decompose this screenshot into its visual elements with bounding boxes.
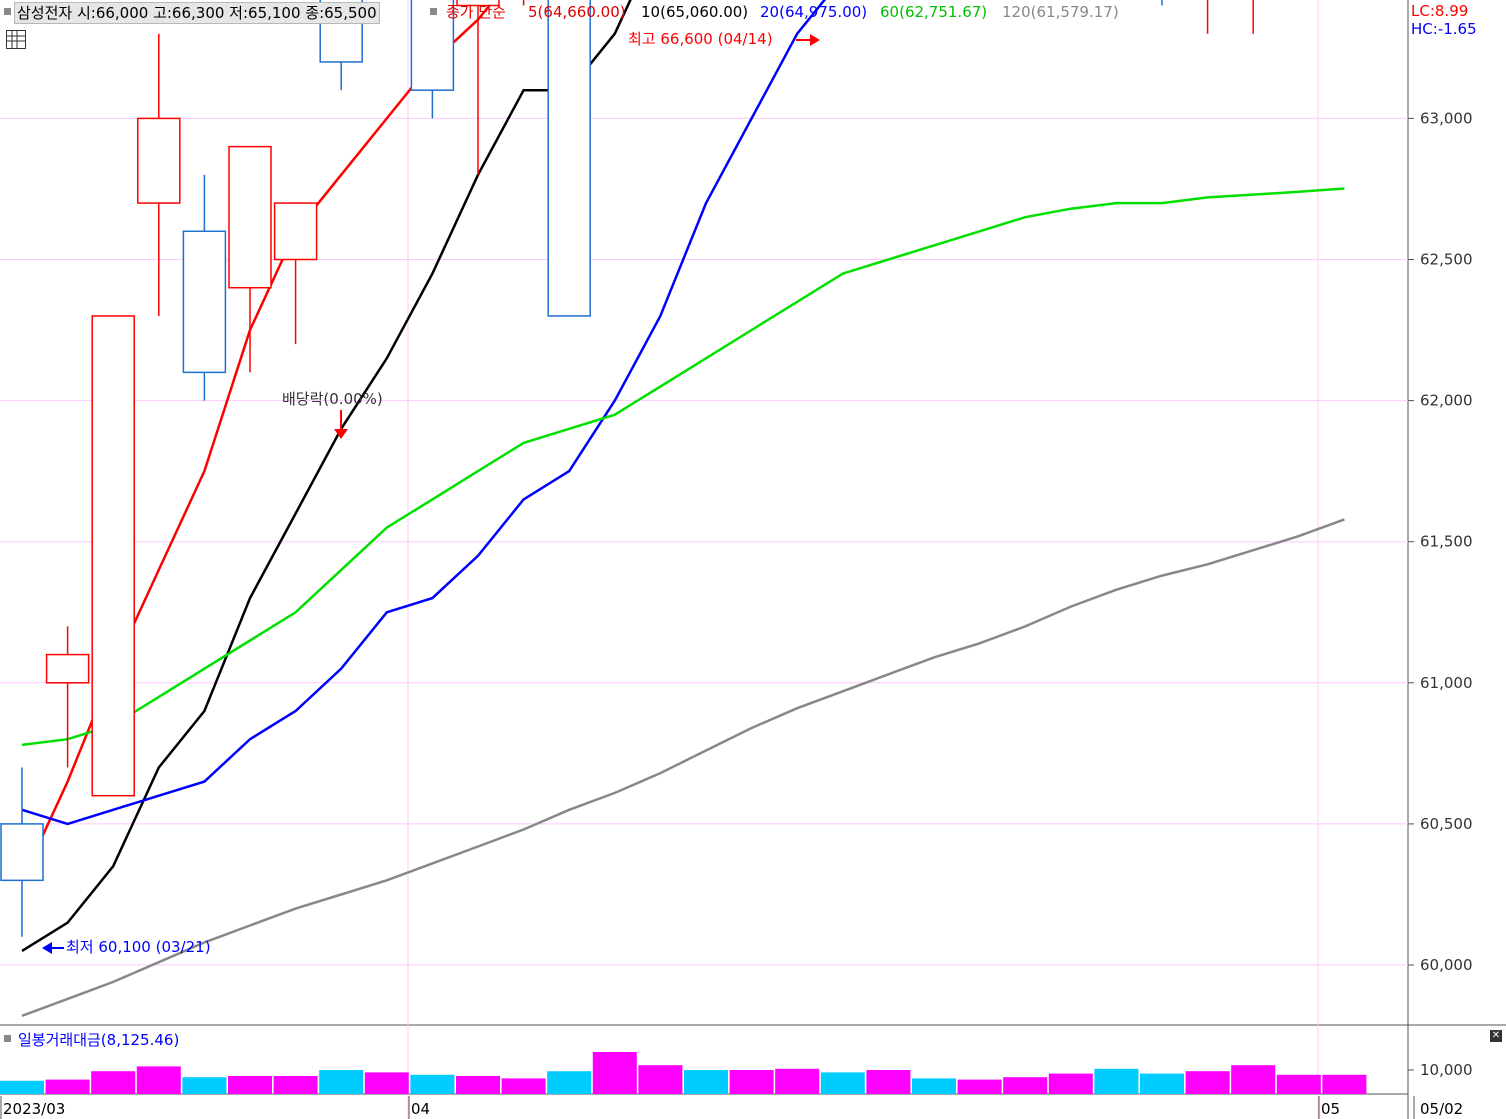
volume-bar [1185, 1071, 1230, 1094]
volume-bar [319, 1070, 364, 1094]
high-annotation: 최고 66,600 (04/14) [628, 30, 773, 48]
hc-label: HC:-1.65 [1411, 20, 1477, 38]
price-axis: 60,000 60,500 61,000 61,500 62,000 62,500 63,0… [1408, 2, 1477, 974]
grid-toggle-icon[interactable] [6, 30, 26, 49]
ma5-legend: 5(64,660.00) [528, 3, 626, 21]
candle [182, 174, 227, 401]
ma20-line [21, 0, 827, 826]
x-label-last: 05/02 [1420, 1100, 1463, 1118]
x-label-apr: 04 [411, 1100, 430, 1118]
volume-square-icon [4, 1035, 11, 1042]
x-label-mar: 2023/03 [3, 1100, 65, 1118]
volume-bars: 10,000 일봉거래대금(8,125.46) [0, 1031, 1473, 1094]
candle-body [547, 0, 591, 317]
ma60-line [21, 187, 1345, 747]
ma5-line [20, 0, 576, 881]
ma-label: 종가 단순 [446, 3, 506, 21]
candle [45, 626, 90, 768]
volume-bar [1094, 1068, 1139, 1094]
volume-bar [592, 1052, 637, 1094]
candle [410, 0, 455, 119]
volume-bar [775, 1068, 820, 1094]
dividend-annotation: 배당락(0.00%) [282, 390, 383, 408]
volume-axis-label: 10,000 [1420, 1061, 1473, 1079]
price-tick-label: 61,500 [1420, 533, 1473, 551]
candle-body [273, 202, 318, 261]
dividend-arrow-head [334, 429, 348, 439]
volume-bar [501, 1078, 546, 1094]
candle-body [410, 0, 455, 91]
candle [1161, 0, 1163, 6]
volume-bar [957, 1079, 1002, 1094]
ma20-legend: 20(64,975.00) [760, 3, 868, 21]
ma-square-icon [430, 8, 437, 15]
volume-bar [684, 1070, 728, 1094]
x-label-may: 05 [1321, 1100, 1340, 1118]
volume-bar [1003, 1077, 1048, 1094]
volume-title: 일봉거래대금(8,125.46) [18, 1031, 179, 1049]
price-tick-label: 61,000 [1420, 674, 1473, 692]
volume-bar [1048, 1073, 1093, 1094]
volume-bar [1231, 1065, 1276, 1094]
price-tick-label: 62,500 [1420, 251, 1473, 269]
ma10-line [21, 0, 632, 952]
volume-bar [912, 1078, 956, 1094]
price-tick-label: 62,000 [1420, 392, 1473, 410]
candle-body [0, 823, 44, 882]
volume-bar [410, 1074, 455, 1094]
volume-bar [0, 1080, 44, 1094]
candle [547, 0, 591, 317]
moving-average-lines [20, 0, 1345, 1017]
volume-bar [364, 1072, 409, 1094]
volume-bar [45, 1079, 90, 1094]
ma120-legend: 120(61,579.17) [1002, 3, 1119, 21]
volume-bar [866, 1070, 911, 1094]
close-panel-icon[interactable]: ✕ [1490, 1030, 1502, 1042]
volume-bar [729, 1070, 774, 1094]
candle-body [45, 653, 90, 684]
candle-body [456, 0, 500, 7]
annotations: 최고 66,600 (04/14) 최저 60,100 (03/21) 배당락(0.… [42, 30, 820, 956]
volume-bar [1322, 1074, 1367, 1094]
ma120-line [21, 518, 1345, 1017]
stock-info-square-icon [4, 8, 11, 15]
stock-info: 삼성전자 시:66,000 고:66,300 저:65,100 종:65,500 [14, 2, 380, 24]
volume-bar [136, 1066, 181, 1094]
candle [456, 0, 500, 175]
ma60-legend: 60(62,751.67) [880, 3, 988, 21]
price-tick-label: 63,000 [1420, 109, 1473, 127]
ma10-legend: 10(65,060.00) [641, 3, 749, 21]
candle-body [137, 117, 181, 204]
candles [0, 0, 1254, 937]
volume-bar [1276, 1074, 1321, 1094]
volume-bar [547, 1071, 592, 1094]
candle [1206, 0, 1209, 34]
candle-body [182, 230, 227, 374]
high-arrow-head [810, 34, 820, 46]
volume-bar [638, 1065, 683, 1094]
candle [273, 202, 318, 345]
candle [91, 315, 135, 797]
candle-body [228, 145, 272, 289]
low-annotation: 최저 60,100 (03/21) [66, 938, 211, 956]
volume-bar [1140, 1073, 1184, 1094]
candle-body [91, 315, 135, 797]
volume-bar [91, 1071, 136, 1094]
candle [228, 145, 272, 373]
price-tick-label: 60,000 [1420, 956, 1473, 974]
candle [137, 33, 181, 316]
volume-bar [182, 1077, 227, 1094]
volume-bar [228, 1076, 272, 1094]
low-arrow-head [42, 942, 52, 954]
candle [1252, 0, 1254, 34]
volume-bar [820, 1072, 865, 1094]
lc-label: LC:8.99 [1411, 2, 1468, 20]
price-tick-label: 60,500 [1420, 815, 1473, 833]
volume-bar [273, 1076, 318, 1094]
volume-bar [456, 1076, 500, 1094]
candle [0, 767, 44, 937]
